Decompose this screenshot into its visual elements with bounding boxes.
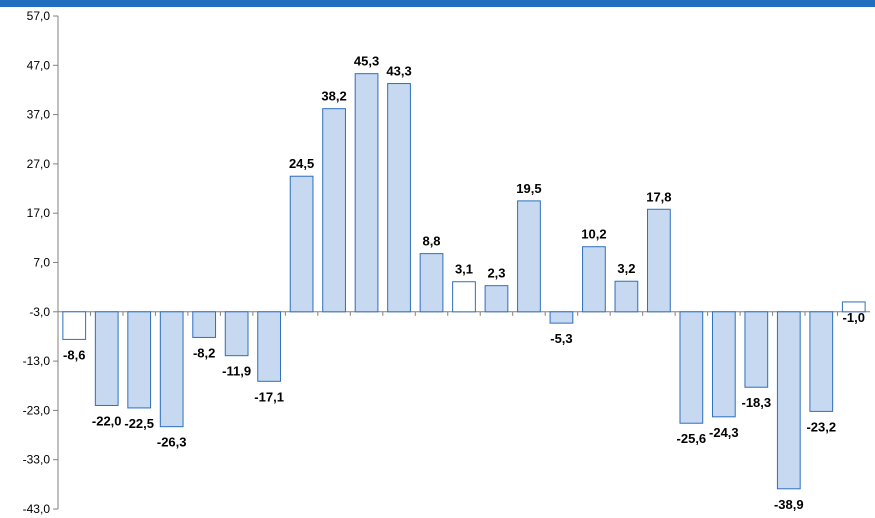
data-label: 19,5 <box>516 181 541 196</box>
data-label: -18,3 <box>741 395 771 410</box>
data-label: -5,3 <box>550 331 572 346</box>
bar <box>841 301 866 313</box>
bar <box>159 311 184 428</box>
data-label: 43,3 <box>386 64 411 79</box>
y-tick-label: -13,0 <box>23 354 51 368</box>
data-label: -11,9 <box>222 364 251 379</box>
bar <box>647 208 671 313</box>
data-label: -8,2 <box>193 345 215 360</box>
bar <box>289 175 314 313</box>
data-label: 8,8 <box>422 234 440 249</box>
y-tick-label: 37,0 <box>27 108 51 122</box>
data-label: -38,9 <box>774 497 804 512</box>
bar <box>419 253 444 313</box>
data-label: -22,5 <box>124 416 154 431</box>
bar <box>549 311 574 324</box>
bar <box>809 311 834 412</box>
data-label: -24,3 <box>709 425 739 440</box>
bar <box>582 246 606 313</box>
bar <box>224 311 249 357</box>
bar <box>776 311 801 490</box>
y-tick-label: 27,0 <box>27 157 51 171</box>
y-tick-label: 47,0 <box>27 58 51 72</box>
data-label: -26,3 <box>157 435 187 450</box>
data-label: -23,2 <box>806 419 836 434</box>
data-label: 3,1 <box>455 262 473 277</box>
bar <box>257 311 281 382</box>
bar <box>711 311 736 418</box>
bar <box>127 311 152 409</box>
bar <box>614 280 639 313</box>
y-tick-label: 57,0 <box>27 9 51 23</box>
data-label: -17,1 <box>254 389 284 404</box>
data-label: 2,3 <box>487 266 505 281</box>
data-label: 17,8 <box>646 189 671 204</box>
data-label: -22,0 <box>92 413 122 428</box>
data-label: 38,2 <box>321 89 346 104</box>
bar <box>192 311 217 338</box>
bar <box>679 311 704 424</box>
y-tick-label: -33,0 <box>23 453 51 467</box>
data-label: -8,6 <box>63 347 85 362</box>
bar <box>354 73 379 313</box>
data-label: 24,5 <box>289 156 314 171</box>
data-label: 10,2 <box>581 227 606 242</box>
bar <box>744 311 769 388</box>
bar <box>484 285 509 313</box>
data-label: 45,3 <box>354 54 379 69</box>
bar <box>452 281 476 313</box>
bar <box>517 200 541 313</box>
bar <box>322 108 346 313</box>
bar <box>387 83 411 313</box>
y-tick-label: 17,0 <box>27 206 51 220</box>
y-tick-label: -43,0 <box>23 502 51 516</box>
bar <box>94 311 119 406</box>
bar <box>62 311 87 340</box>
y-tick-label: -3,0 <box>29 305 50 319</box>
data-label: -1,0 <box>843 310 865 325</box>
data-label: 3,2 <box>617 261 635 276</box>
y-tick-label: -23,0 <box>23 403 51 417</box>
y-tick-label: 7,0 <box>33 256 50 270</box>
header-accent-bar <box>0 0 875 7</box>
data-label: -25,6 <box>677 431 707 446</box>
